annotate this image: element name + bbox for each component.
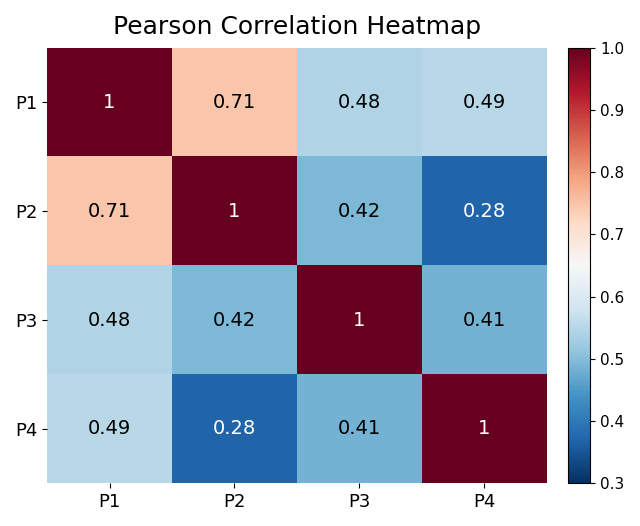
Text: 0.71: 0.71 (88, 201, 131, 221)
Text: 0.41: 0.41 (463, 310, 506, 329)
Text: 0.49: 0.49 (88, 419, 131, 438)
Text: 1: 1 (228, 201, 241, 221)
Text: 1: 1 (353, 310, 365, 329)
Text: 0.71: 0.71 (212, 93, 256, 112)
Text: 0.48: 0.48 (338, 93, 381, 112)
Title: Pearson Correlation Heatmap: Pearson Correlation Heatmap (113, 15, 481, 39)
Text: 0.42: 0.42 (338, 201, 381, 221)
Text: 1: 1 (103, 93, 116, 112)
Text: 0.48: 0.48 (88, 310, 131, 329)
Text: 1: 1 (478, 419, 490, 438)
Text: 0.49: 0.49 (463, 93, 506, 112)
Text: 0.28: 0.28 (463, 201, 506, 221)
Text: 0.28: 0.28 (212, 419, 256, 438)
Text: 0.42: 0.42 (212, 310, 256, 329)
Text: 0.41: 0.41 (338, 419, 381, 438)
